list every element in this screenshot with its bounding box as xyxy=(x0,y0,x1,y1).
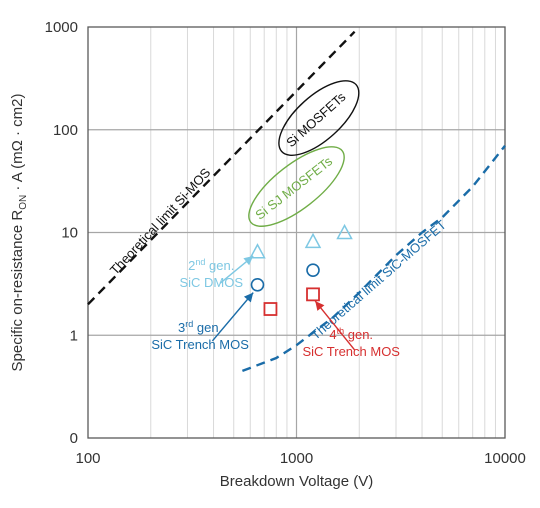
plot-border xyxy=(87,26,506,439)
region-label: Si MOSFETs xyxy=(283,89,349,150)
annotation-gen-suffix: nd xyxy=(195,257,205,267)
y-axis-title-sub: ON xyxy=(18,195,29,210)
square-marker xyxy=(263,302,278,316)
annotation-gen-text: gen. xyxy=(344,327,373,342)
x-axis-title: Breakdown Voltage (V) xyxy=(220,473,373,490)
annotation-arrow-head xyxy=(243,256,254,266)
annotation-gen-text: gen. xyxy=(193,320,222,335)
annotation-line2: SiC Trench MOS xyxy=(302,344,400,359)
axes: Breakdown Voltage (V) Specific on-resist… xyxy=(9,19,526,490)
x-tick-label: 100 xyxy=(75,450,100,467)
grid xyxy=(88,27,505,438)
y-axis-title: Specific on-resistance RON · A (mΩ · cm2… xyxy=(9,94,29,372)
annotation-line1: 3rd gen. xyxy=(178,319,222,335)
square-marker xyxy=(306,287,320,302)
y-tick-label: 1 xyxy=(70,327,78,344)
triangle-marker xyxy=(249,243,266,259)
annotation-gen-number: 3 xyxy=(178,320,185,335)
y-tick-label: 0 xyxy=(70,430,78,447)
region-label: Si SJ MOSFETs xyxy=(252,153,335,222)
limit-line xyxy=(241,144,506,373)
x-tick-label: 10000 xyxy=(484,450,526,467)
circle-marker xyxy=(306,263,320,277)
annotation-line2: SiC DMOS xyxy=(179,275,243,290)
annotation-gen-suffix: th xyxy=(337,326,345,336)
region-ellipse xyxy=(248,146,345,227)
y-axis-title-unit: · A (mΩ · cm2) xyxy=(9,94,26,195)
y-tick-label: 1000 xyxy=(45,19,78,36)
annotation-gen-suffix: rd xyxy=(185,319,193,329)
annotation-line1: 2nd gen. xyxy=(188,257,234,273)
limit-line xyxy=(87,30,356,306)
limit-line-label: Theoretical limit SiC-MOSFET xyxy=(308,217,449,343)
annotation-arrow-line xyxy=(314,300,356,351)
annotation-gen-text: gen. xyxy=(205,258,234,273)
annotation-gen-number: 4 xyxy=(329,327,336,342)
annotation-arrow-line xyxy=(211,292,254,342)
annotation-line2: SiC Trench MOS xyxy=(151,337,249,352)
annotation-arrow-head xyxy=(315,301,325,311)
region-ellipse xyxy=(278,80,360,156)
y-axis-title-main: Specific on-resistance R xyxy=(9,210,26,372)
triangle-marker xyxy=(304,232,322,249)
x-tick-label: 1000 xyxy=(280,450,313,467)
annotation-line1: 4th gen. xyxy=(329,326,373,342)
plot-frame xyxy=(87,26,506,439)
annotations: 2nd gen. SiC DMOS 3rd gen. SiC Trench MOS 4t… xyxy=(151,255,400,359)
annotation-arrow-head xyxy=(243,292,254,303)
markers xyxy=(249,223,353,316)
circle-marker xyxy=(250,277,265,292)
y-tick-label: 10 xyxy=(61,225,78,242)
triangle-marker xyxy=(336,223,353,240)
annotation-gen-number: 2 xyxy=(188,258,195,273)
y-tick-label: 100 xyxy=(53,122,78,139)
